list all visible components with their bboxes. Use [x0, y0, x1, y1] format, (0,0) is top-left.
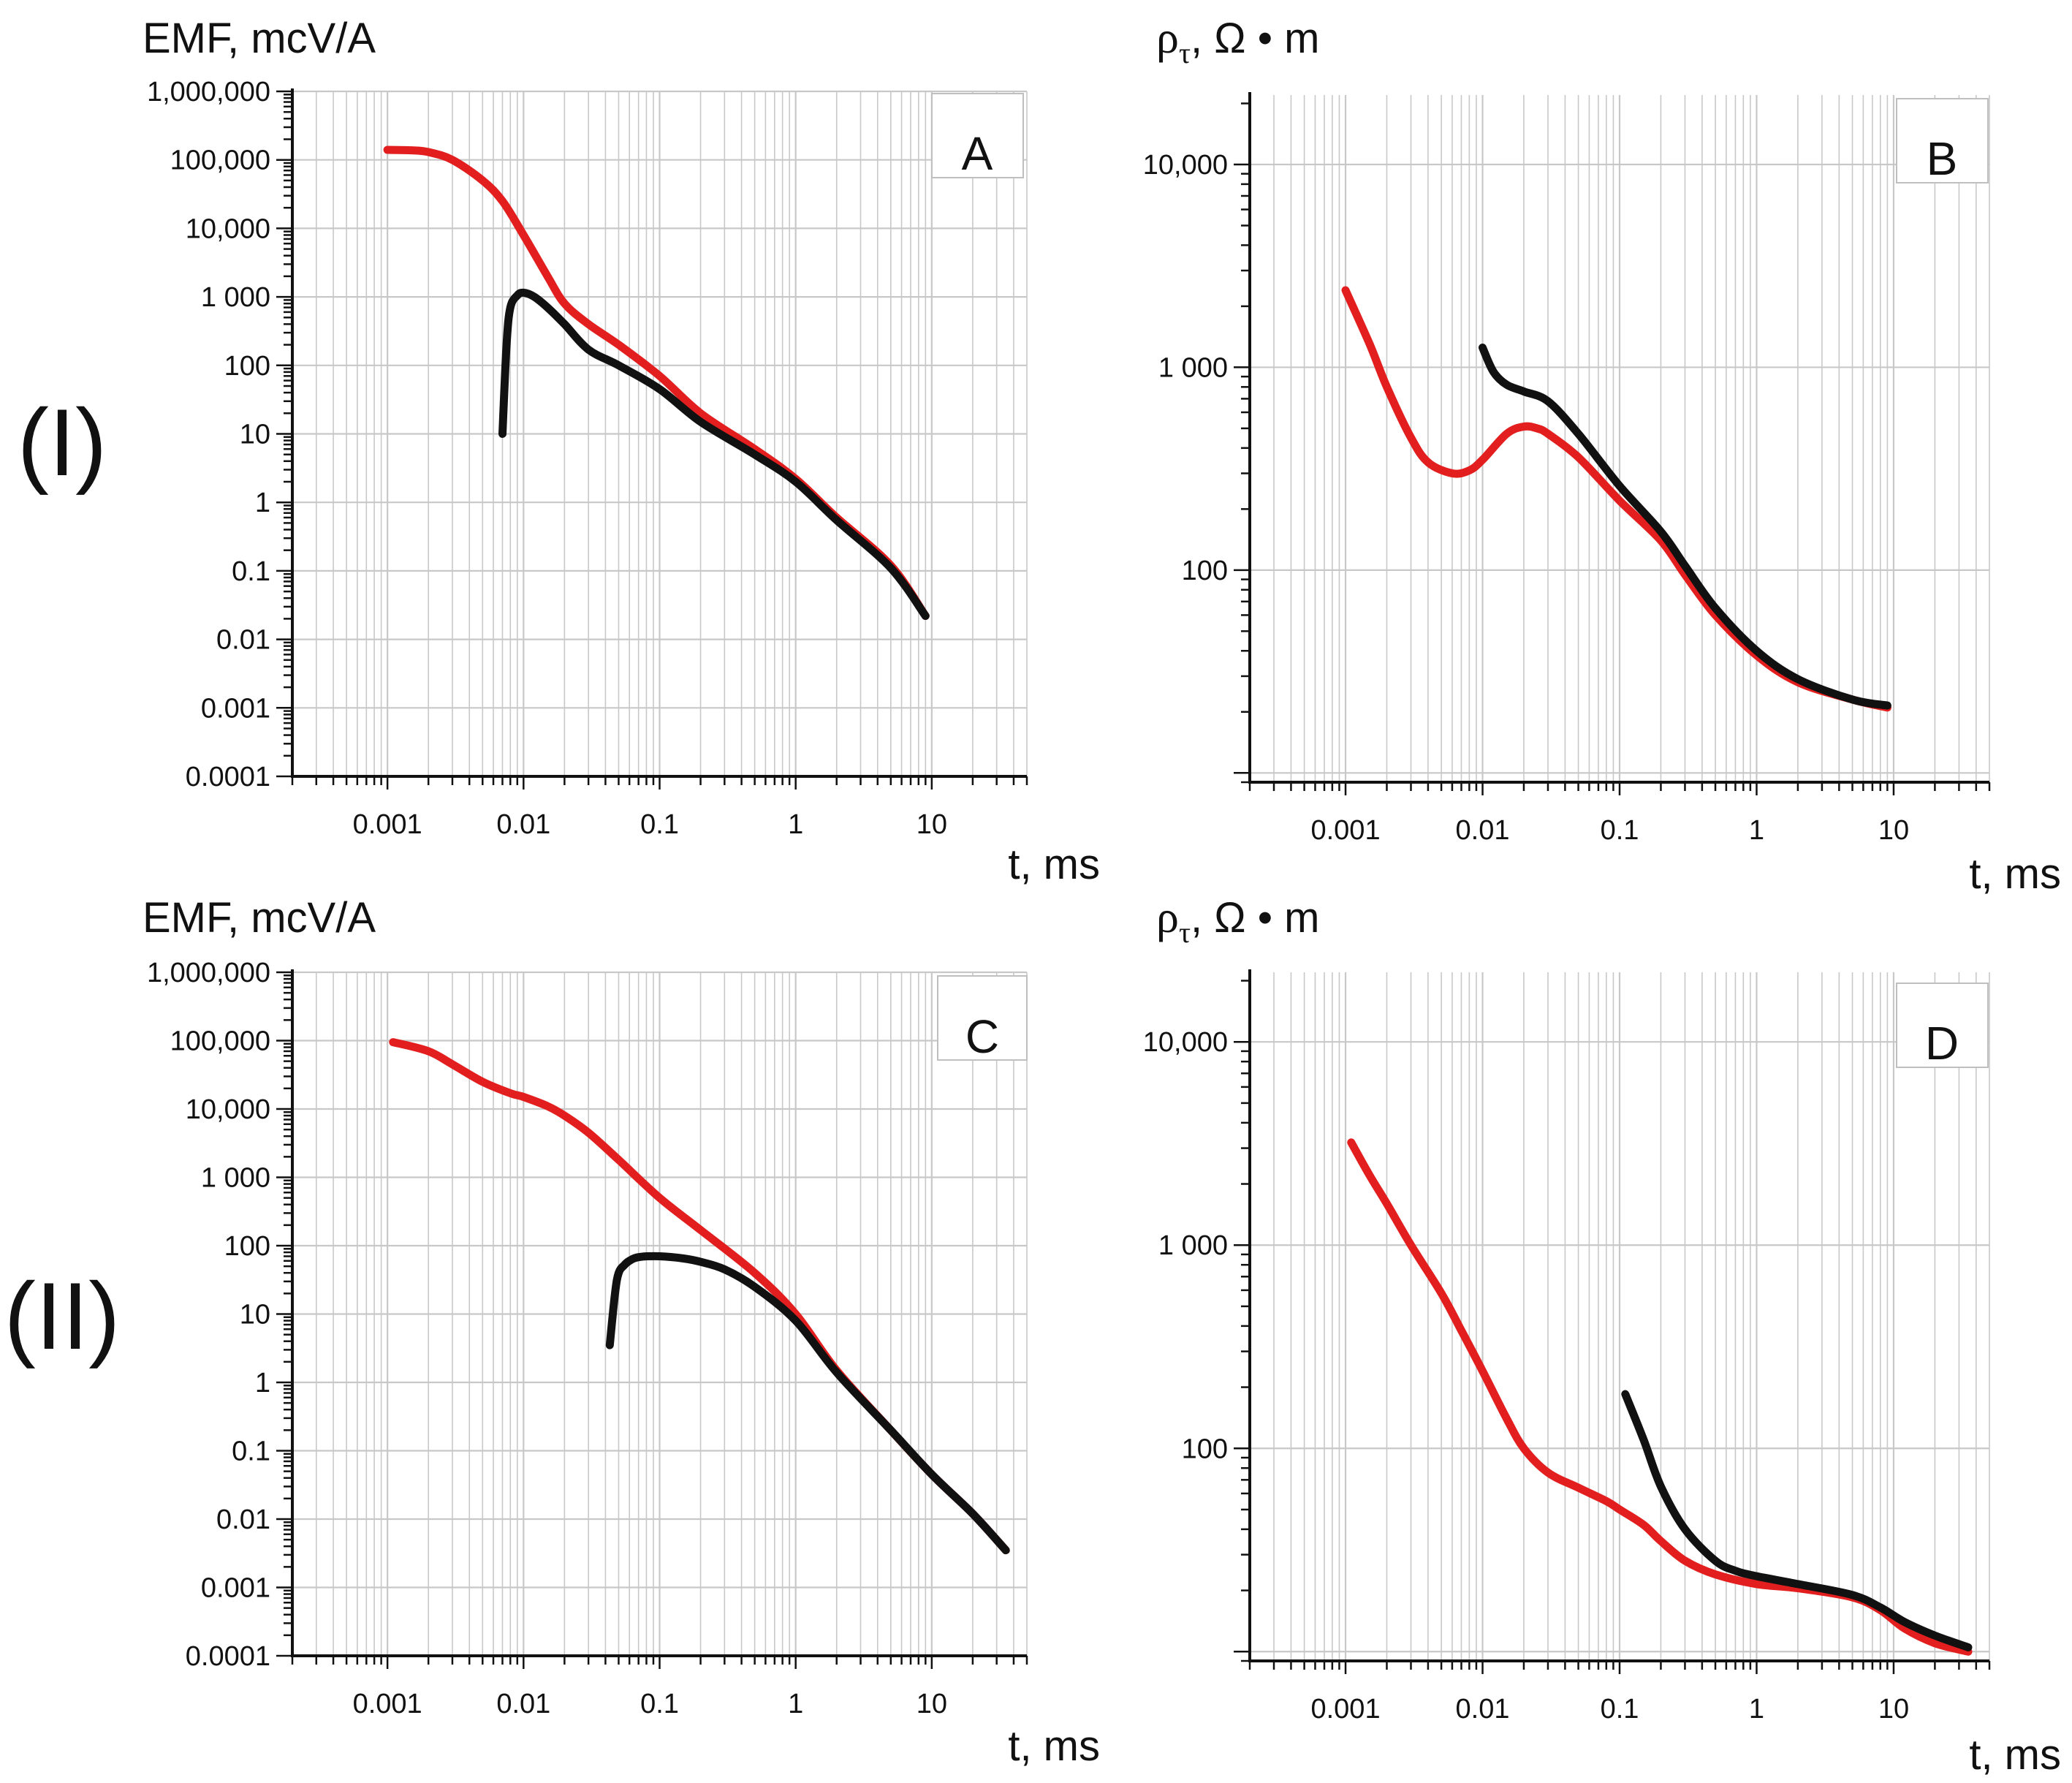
- chart-b-y-axis-title-sub: τ: [1179, 37, 1191, 69]
- chart-d-y-axis-title-sub: τ: [1179, 916, 1191, 949]
- chart-b-y-axis-title-unit: , Ω • m: [1191, 15, 1319, 62]
- chart-a-label-box: [931, 93, 1024, 178]
- chart-b-series-black-line: [1479, 344, 1891, 710]
- chart-d-y-axis-title: ρτ, Ω • m: [1156, 893, 1319, 949]
- chart-c-y-tick-label: 1,000,000: [147, 958, 270, 988]
- chart-a-y-tick-label: 0.001: [201, 693, 270, 724]
- chart-c-y-tick-label: 0.0001: [186, 1641, 270, 1672]
- chart-b-x-tick-label: 0.01: [1456, 815, 1510, 846]
- chart-b-x-tick-label: 10: [1878, 815, 1909, 846]
- chart-d-x-tick-label: 1: [1749, 1694, 1764, 1725]
- chart-a-y-tick-label: 1: [255, 488, 270, 518]
- chart-c-x-tick-label: 0.1: [640, 1689, 679, 1719]
- chart-a-y-tick-label: 0.1: [232, 556, 270, 587]
- chart-c-x-axis-title: t, ms: [1008, 1722, 1100, 1770]
- chart-a-x-tick-label: 1: [788, 809, 803, 840]
- chart-a-y-axis-title: EMF, mcV/A: [143, 15, 376, 62]
- chart-d-y-axis-title-unit: , Ω • m: [1191, 894, 1319, 942]
- chart-a-x-tick-label: 0.01: [496, 809, 550, 840]
- chart-d-y-tick-label: 100: [1182, 1434, 1228, 1464]
- chart-b-x-axis-title: t, ms: [1969, 850, 2061, 898]
- chart-c-y-tick-label: 0.01: [216, 1504, 270, 1535]
- chart-c-y-tick-label: 100,000: [170, 1026, 270, 1057]
- chart-d-series-black-line: [1621, 1390, 1973, 1651]
- chart-d-x-tick-label: 0.1: [1601, 1694, 1639, 1725]
- chart-c-y-tick-label: 1 000: [201, 1163, 270, 1194]
- chart-a-y-tick-label: 1 000: [201, 282, 270, 313]
- chart-b-y-tick-label: 100: [1182, 556, 1228, 586]
- chart-c-x-tick-label: 0.01: [496, 1689, 550, 1719]
- chart-a-x-tick-label: 0.1: [640, 809, 679, 840]
- chart-panel-c: EMF, mcV/A t, ms 0.001 0.01 0.1 1 10 1,000,00…: [143, 894, 1100, 1770]
- chart-c-y-tick-label: 0.001: [201, 1573, 270, 1604]
- chart-c-y-tick-label: 1: [255, 1368, 270, 1398]
- chart-c-panel-letter: C: [965, 1010, 999, 1063]
- chart-a-y-tick-label: 100,000: [170, 145, 270, 176]
- chart-b-panel-letter: B: [1927, 132, 1958, 185]
- chart-c-series-black-line: [605, 1252, 1010, 1555]
- chart-b-y-axis-title-main: ρ: [1156, 13, 1179, 63]
- chart-a-panel-letter: A: [962, 127, 993, 180]
- chart-d-y-axis-title-main: ρ: [1156, 893, 1179, 942]
- row-label-1: (I): [18, 389, 107, 496]
- chart-c-label-box: [937, 975, 1028, 1061]
- chart-c-x-tick-label: 10: [917, 1689, 947, 1719]
- chart-a-series-black-line: [498, 288, 930, 620]
- chart-b-y-axis-title: ρτ, Ω • m: [1156, 13, 1319, 69]
- chart-a-y-tick-label: 1,000,000: [147, 77, 270, 107]
- chart-a-y-tick-label: 10,000: [186, 213, 270, 244]
- chart-c-y-tick-label: 10: [240, 1300, 270, 1330]
- chart-c-y-tick-label: 100: [224, 1231, 270, 1262]
- chart-d-y-tick-label: 1 000: [1158, 1230, 1228, 1261]
- chart-b-x-tick-label: 0.1: [1601, 815, 1639, 846]
- chart-c-y-tick-label: 10,000: [186, 1094, 270, 1125]
- chart-a-y-tick-label: 10: [240, 420, 270, 450]
- chart-b-label-box: [1896, 98, 1989, 183]
- chart-a-y-tick-label: 0.01: [216, 625, 270, 656]
- row-label-2: (II): [4, 1263, 121, 1369]
- chart-d-x-tick-label: 10: [1878, 1694, 1909, 1725]
- chart-d-x-tick-label: 0.01: [1456, 1694, 1510, 1725]
- chart-c-y-tick-label: 0.1: [232, 1436, 270, 1467]
- chart-a-x-tick-label: 0.001: [353, 809, 422, 840]
- chart-d-y-tick-label: 10,000: [1143, 1027, 1228, 1058]
- chart-c-x-tick-label: 0.001: [353, 1689, 422, 1719]
- chart-panel-d: ρτ, Ω • m t, ms 0.001 0.01 0.1 1 10 10,000 1 0…: [1143, 893, 2061, 1779]
- chart-d-panel-letter: D: [1925, 1017, 1959, 1070]
- chart-b-x-tick-label: 1: [1749, 815, 1764, 846]
- chart-a-y-tick-label: 100: [224, 351, 270, 382]
- chart-d-x-axis-title: t, ms: [1969, 1731, 2061, 1779]
- chart-a-x-axis-title: t, ms: [1008, 841, 1100, 888]
- chart-c-x-tick-label: 1: [788, 1689, 803, 1719]
- chart-b-y-tick-label: 10,000: [1143, 150, 1228, 181]
- chart-panel-b: ρτ, Ω • m t, ms 0.001 0.01 0.1 1 10 10,000 1 0…: [1143, 13, 2061, 898]
- chart-panel-a: EMF, mcV/A t, ms 0.001 0.01 0.1 1 10 1,000,00…: [143, 15, 1100, 888]
- chart-d-x-tick-label: 0.001: [1310, 1694, 1380, 1725]
- chart-b-y-tick-label: 1 000: [1158, 352, 1228, 383]
- chart-d-label-box: [1896, 983, 1989, 1068]
- chart-a-y-tick-label: 0.0001: [186, 762, 270, 792]
- chart-b-x-tick-label: 0.001: [1310, 815, 1380, 846]
- chart-a-x-tick-label: 10: [917, 809, 947, 840]
- chart-c-y-axis-title: EMF, mcV/A: [143, 894, 376, 942]
